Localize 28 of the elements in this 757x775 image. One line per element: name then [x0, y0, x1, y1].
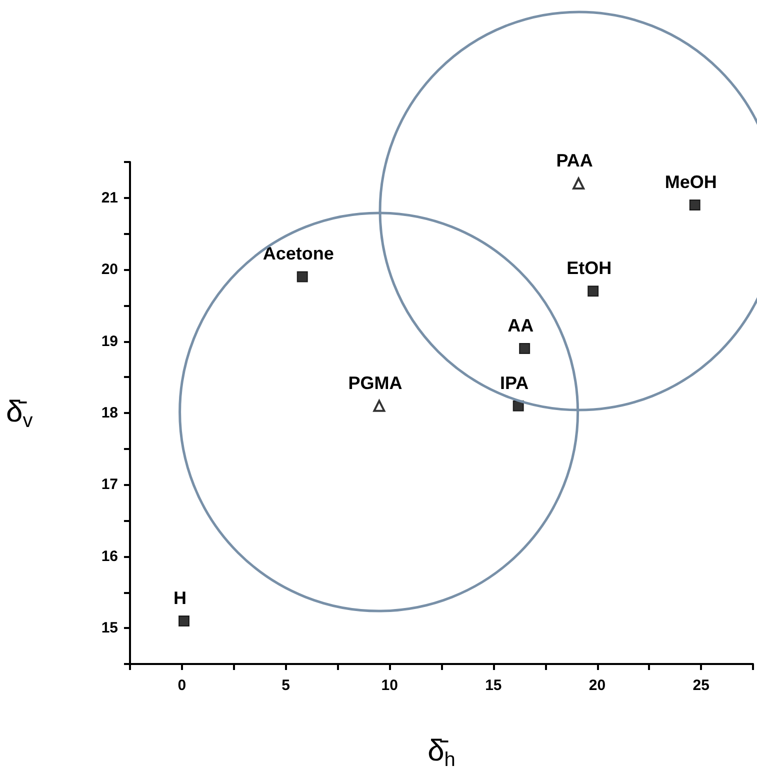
x-tick-label: 0	[178, 677, 186, 694]
annotation: IPA	[500, 372, 529, 393]
x-tick-label: 15	[485, 677, 502, 694]
x-tick-label: 25	[692, 677, 710, 694]
annotation: H	[173, 588, 186, 608]
point	[178, 615, 190, 626]
annotation: PAA	[556, 150, 593, 171]
y-tick-label: 20	[101, 261, 118, 278]
annotation: AA	[508, 315, 534, 336]
point	[519, 342, 530, 354]
y-tick-label: 17	[101, 476, 118, 494]
x-tick-label: 5	[282, 677, 290, 694]
annotation: MeOH	[664, 172, 717, 192]
y-tick-label: 15	[101, 620, 118, 637]
y-tick-label: 18	[101, 404, 118, 422]
y-tick-label: 16	[101, 548, 118, 565]
point	[689, 200, 700, 211]
point	[572, 178, 585, 190]
point	[373, 400, 386, 412]
annotation: Acetone	[262, 244, 334, 264]
x-tick-label: 10	[381, 677, 398, 694]
point	[296, 271, 308, 282]
y-tick-label: 19	[101, 332, 118, 350]
annotation: PGMA	[348, 372, 402, 393]
y-tick-label: 21	[101, 189, 118, 206]
x-tick-label: 20	[588, 677, 606, 694]
annotation: EtOH	[566, 258, 612, 278]
point	[588, 286, 599, 297]
